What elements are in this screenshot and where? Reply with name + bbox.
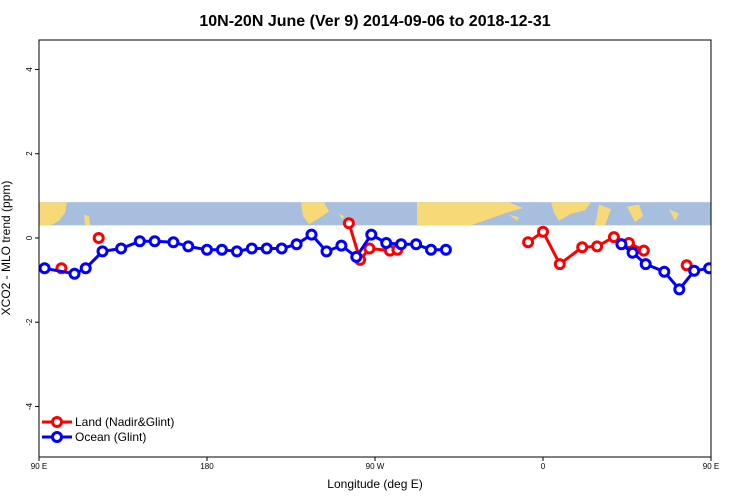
data-point-land-nadir-glint — [735, 264, 744, 273]
data-point-ocean-glint — [215, 243, 228, 256]
x-tick-label: 0 — [541, 462, 546, 471]
data-point-land-nadir-glint — [553, 258, 566, 271]
data-point-ocean-glint — [736, 269, 745, 278]
x-axis: 90 E 180 90 W 0 90 E — [31, 457, 719, 471]
y-tick-label: 2 — [25, 151, 34, 156]
land-patch — [301, 202, 329, 225]
data-point-ocean-glint — [245, 242, 258, 255]
data-point-ocean-glint — [615, 238, 628, 251]
legend-ocean-marker — [51, 431, 63, 443]
land-patch — [509, 214, 519, 221]
y-tick-label: 0 — [25, 235, 34, 240]
data-point-ocean-glint — [148, 235, 161, 248]
x-tick-label: 90 E — [703, 462, 719, 471]
land-patch — [627, 204, 643, 222]
land-patch — [84, 214, 90, 226]
data-point-ocean-glint — [658, 265, 671, 278]
data-point-ocean-glint — [688, 264, 701, 277]
data-point-ocean-glint — [68, 267, 81, 280]
data-point-ocean-glint — [96, 245, 109, 258]
data-point-ocean-glint — [201, 243, 213, 256]
land-patch — [551, 202, 591, 221]
x-axis-label: Longitude (deg E) — [327, 477, 422, 491]
data-point-ocean-glint — [727, 264, 736, 273]
data-point-ocean-glint — [305, 228, 318, 241]
ocean-band — [39, 202, 711, 226]
data-point-ocean-glint — [275, 242, 288, 255]
y-tick-label: -2 — [25, 318, 34, 326]
land-patch — [595, 204, 611, 226]
data-point-land-nadir-glint — [607, 231, 620, 244]
data-point-ocean-glint — [79, 262, 92, 275]
data-point-ocean-glint — [439, 243, 452, 256]
data-point-ocean-glint — [425, 243, 437, 256]
legend-land-label: Land (Nadir&Glint) — [75, 415, 174, 429]
data-point-land-nadir-glint — [637, 244, 650, 257]
x-tick-label: 90 W — [366, 462, 385, 471]
data-point-ocean-glint — [167, 236, 180, 249]
data-point-ocean-glint — [380, 237, 393, 249]
land-patch — [39, 202, 67, 226]
x-tick-label: 90 E — [31, 462, 47, 471]
chart-title: 10N-20N June (Ver 9) 2014-09-06 to 2018-… — [199, 13, 550, 30]
legend-background — [40, 414, 180, 444]
data-point-ocean-glint — [133, 235, 146, 248]
data-point-ocean-glint — [350, 250, 363, 263]
data-point-ocean-glint — [39, 262, 51, 275]
data-point-ocean-glint — [365, 228, 378, 241]
data-point-land-nadir-glint — [342, 217, 355, 230]
data-point-ocean-glint — [290, 238, 303, 251]
legend-land-marker — [51, 416, 63, 428]
data-point-land-nadir-glint — [363, 242, 376, 255]
series-line-ocean-glint — [620, 243, 711, 291]
data-point-ocean-glint — [182, 240, 195, 253]
world-map-band — [39, 202, 711, 226]
land-patch — [339, 213, 344, 220]
data-point-ocean-glint — [626, 246, 639, 259]
data-point-ocean-glint — [335, 239, 348, 252]
data-point-ocean-glint — [395, 238, 408, 251]
data-point-ocean-glint — [410, 238, 423, 251]
y-axis: -4 -2 0 2 4 — [25, 67, 39, 410]
data-point-ocean-glint — [639, 258, 652, 271]
land-patch — [669, 209, 679, 221]
land-patch — [417, 202, 523, 226]
y-tick-label: 4 — [25, 67, 34, 72]
series-layer — [39, 217, 745, 296]
y-tick-label: -4 — [25, 402, 34, 410]
data-point-ocean-glint — [673, 283, 686, 296]
data-point-ocean-glint — [230, 245, 243, 258]
data-point-land-nadir-glint — [537, 225, 549, 238]
legend: Land (Nadir&Glint) Ocean (Glint) — [40, 414, 180, 444]
data-point-ocean-glint — [115, 242, 128, 255]
data-point-ocean-glint — [320, 245, 333, 258]
data-point-land-nadir-glint — [591, 240, 604, 253]
data-point-ocean-glint — [703, 262, 711, 275]
data-point-land-nadir-glint — [92, 232, 105, 244]
data-point-land-nadir-glint — [680, 259, 693, 272]
legend-ocean-label: Ocean (Glint) — [75, 430, 146, 444]
x-tick-label: 180 — [200, 462, 214, 471]
data-point-ocean-glint — [260, 242, 273, 255]
data-point-land-nadir-glint — [576, 241, 589, 254]
y-axis-label: XCO2 - MLO trend (ppm) — [0, 181, 13, 316]
data-point-land-nadir-glint — [522, 236, 535, 249]
